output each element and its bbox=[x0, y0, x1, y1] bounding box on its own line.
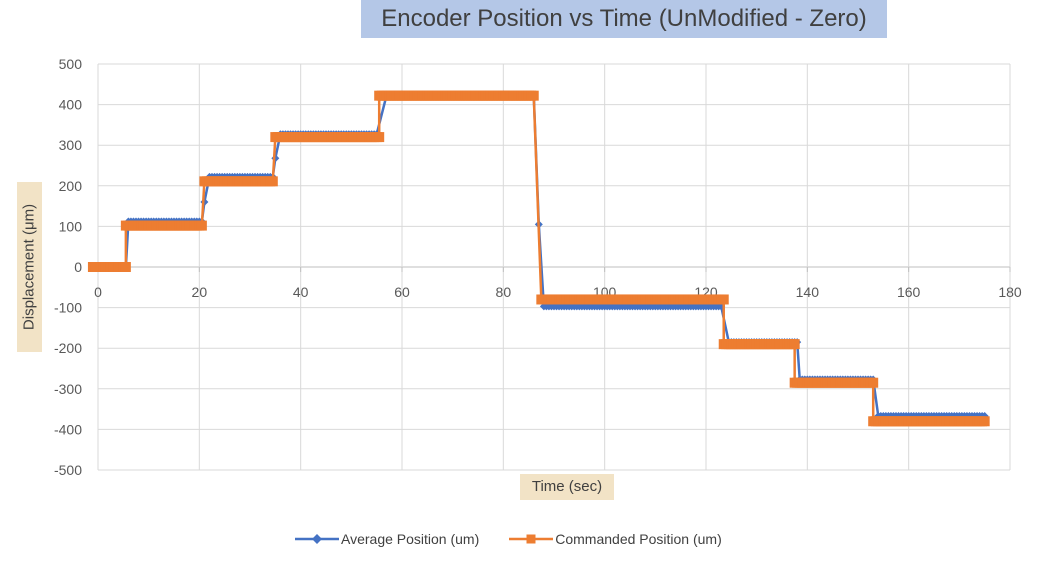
legend-swatch-commanded bbox=[509, 534, 554, 544]
chart-title: Encoder Position vs Time (UnModified - Z… bbox=[381, 5, 867, 32]
y-tick-label: -300 bbox=[54, 381, 82, 397]
y-tick-label: 0 bbox=[74, 259, 82, 275]
commanded-point-marker bbox=[789, 339, 800, 350]
y-tick-label: -400 bbox=[54, 421, 82, 437]
y-tick-label: -200 bbox=[54, 340, 82, 356]
commanded-point-marker bbox=[120, 262, 131, 272]
x-axis-label: Time (sec) bbox=[531, 478, 603, 495]
y-tick-label: -500 bbox=[54, 462, 82, 478]
commanded-point-marker bbox=[374, 132, 385, 143]
x-tick-label: 40 bbox=[293, 284, 309, 300]
y-tick-label: 200 bbox=[59, 178, 83, 194]
legend-item-commanded: Commanded Position (um) bbox=[509, 531, 722, 547]
x-axis-label-background bbox=[520, 474, 614, 500]
x-tick-label: 80 bbox=[496, 284, 512, 300]
y-axis-label: Displacement (μm) bbox=[20, 203, 38, 331]
y-axis-label-background bbox=[17, 182, 42, 352]
legend-label-commanded: Commanded Position (um) bbox=[555, 531, 722, 547]
commanded-point-marker bbox=[868, 377, 879, 388]
title-background bbox=[361, 0, 887, 38]
y-tick-label: 500 bbox=[59, 56, 83, 72]
x-tick-label: 140 bbox=[796, 284, 820, 300]
commanded-point-marker bbox=[979, 416, 990, 427]
y-tick-label: 400 bbox=[59, 97, 83, 113]
grid-layer bbox=[97, 63, 1011, 471]
commanded-point-marker bbox=[718, 294, 729, 305]
commanded-point-marker bbox=[528, 90, 539, 101]
commanded-point-marker bbox=[267, 176, 278, 187]
y-tick-label: -100 bbox=[54, 300, 82, 316]
legend: Average Position (um) Commanded Position… bbox=[295, 528, 752, 550]
series-line-commanded bbox=[92, 94, 985, 423]
x-tick-label: 180 bbox=[998, 284, 1022, 300]
x-tick-label: 20 bbox=[192, 284, 208, 300]
commanded-point-marker bbox=[196, 220, 207, 231]
x-tick-label: 60 bbox=[394, 284, 410, 300]
legend-label-average: Average Position (um) bbox=[341, 531, 480, 547]
series-layer bbox=[87, 90, 990, 427]
legend-item-average: Average Position (um) bbox=[295, 531, 479, 547]
x-tick-label: 0 bbox=[94, 284, 102, 300]
x-tick-label: 160 bbox=[897, 284, 921, 300]
y-tick-label: 300 bbox=[59, 137, 83, 153]
y-tick-label: 100 bbox=[59, 218, 83, 234]
legend-swatch-average bbox=[295, 534, 339, 544]
